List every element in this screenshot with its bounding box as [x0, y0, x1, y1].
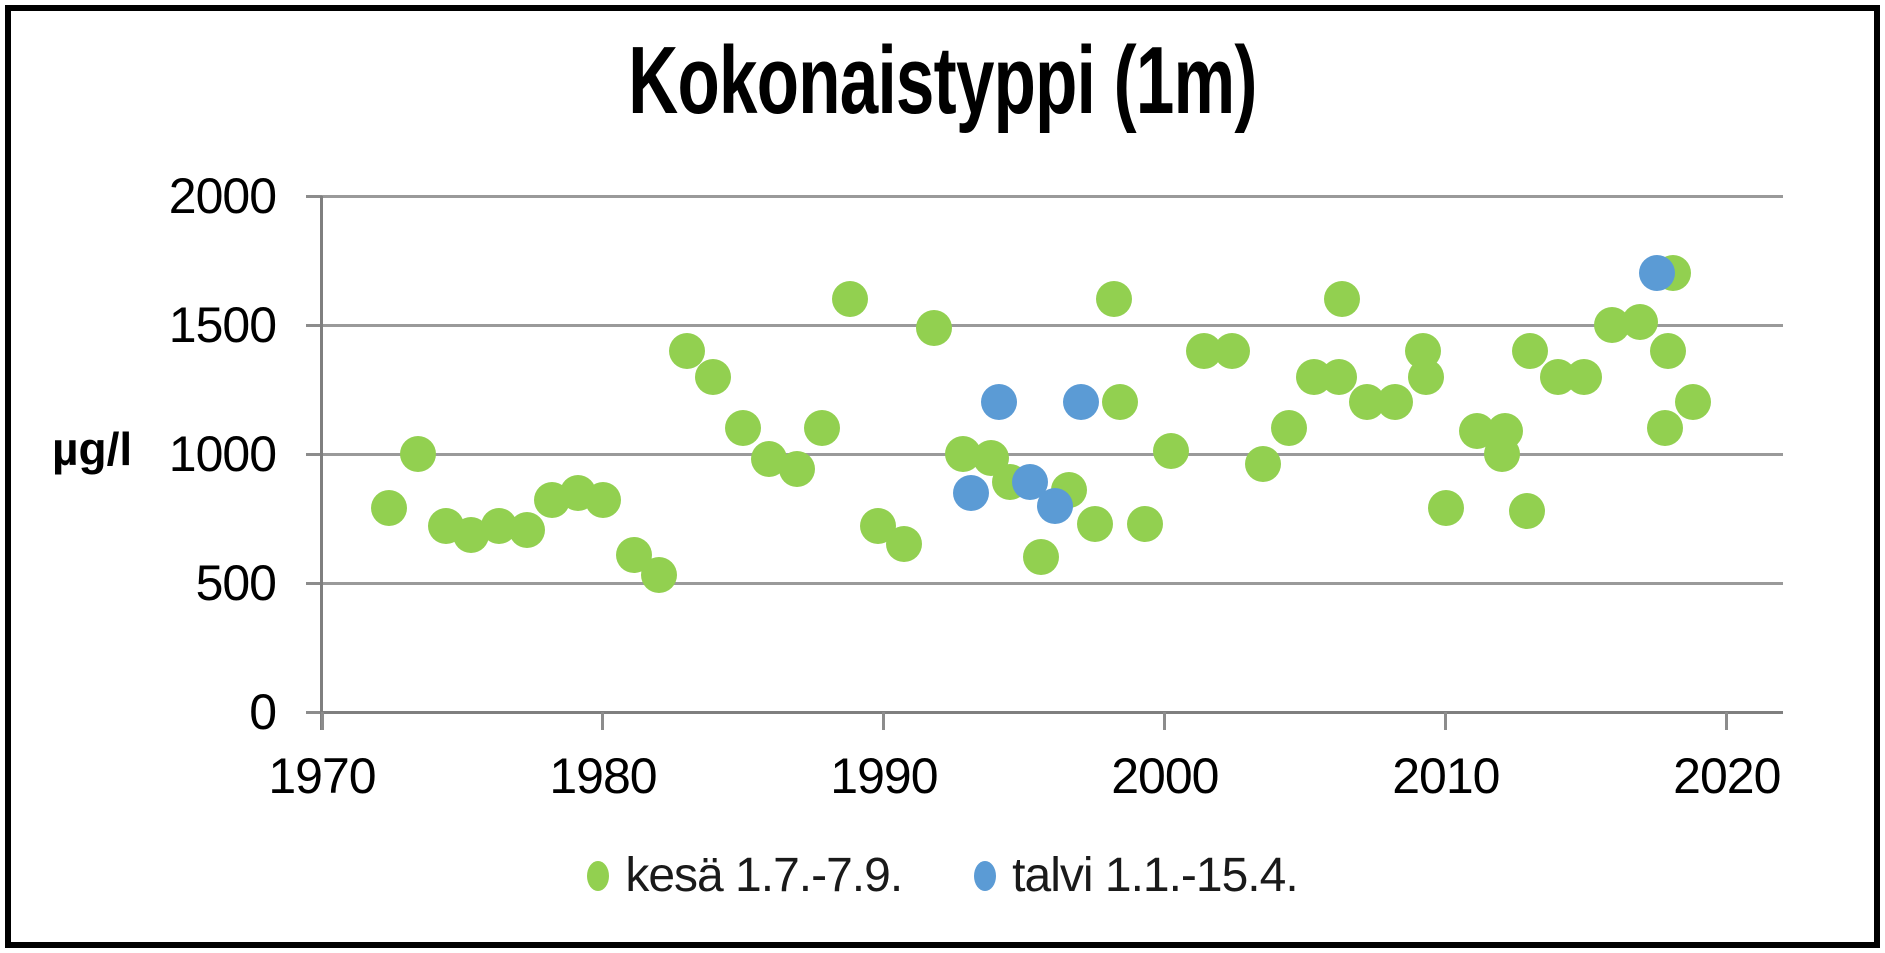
y-tick-mark	[306, 452, 322, 456]
x-tick-label: 1970	[268, 748, 376, 804]
data-point-kesa[interactable]	[1321, 358, 1358, 395]
legend: kesä 1.7.-7.9. talvi 1.1.-15.4.	[0, 848, 1885, 903]
data-point-kesa[interactable]	[1214, 332, 1251, 369]
gridline-0	[322, 710, 1783, 714]
legend-item-talvi[interactable]: talvi 1.1.-15.4.	[974, 848, 1299, 903]
y-tick-label: 1500	[168, 297, 277, 353]
x-tick-mark	[1163, 712, 1167, 730]
data-point-kesa[interactable]	[1675, 384, 1712, 421]
image-border	[5, 5, 1880, 948]
x-tick-mark	[320, 712, 324, 730]
data-point-kesa[interactable]	[1646, 410, 1683, 447]
data-point-kesa[interactable]	[1408, 358, 1445, 395]
data-point-kesa[interactable]	[1484, 436, 1521, 472]
x-tick-mark	[1725, 712, 1729, 730]
data-point-kesa[interactable]	[1565, 358, 1602, 395]
gridline-1000	[322, 452, 1783, 456]
x-tick-label: 1990	[830, 748, 938, 804]
data-point-kesa[interactable]	[1101, 384, 1138, 421]
y-tick-mark	[306, 710, 322, 714]
data-point-kesa[interactable]	[399, 436, 436, 472]
gridline-500	[322, 581, 1783, 585]
data-point-talvi[interactable]	[1037, 487, 1074, 524]
x-tick-mark	[1444, 712, 1448, 730]
data-point-kesa[interactable]	[1270, 410, 1307, 447]
y-tick-mark	[306, 194, 322, 198]
y-tick-mark	[306, 581, 322, 585]
data-point-kesa[interactable]	[725, 410, 762, 447]
data-point-kesa[interactable]	[804, 410, 841, 447]
data-point-kesa[interactable]	[1512, 332, 1549, 369]
chart-title: Kokonaistyppi (1m)	[628, 27, 1257, 134]
data-point-kesa[interactable]	[1023, 539, 1060, 576]
data-point-kesa[interactable]	[1649, 332, 1686, 369]
data-point-kesa[interactable]	[1152, 433, 1189, 470]
data-point-kesa[interactable]	[1377, 384, 1414, 421]
y-tick-label: 500	[195, 555, 277, 611]
x-tick-label: 2000	[1111, 748, 1219, 804]
x-tick-mark	[882, 712, 886, 730]
data-point-kesa[interactable]	[778, 451, 815, 488]
talvi-legend-label: talvi 1.1.-15.4.	[1012, 849, 1298, 902]
y-tick-label: 2000	[168, 168, 277, 224]
data-point-talvi[interactable]	[981, 384, 1018, 421]
data-point-kesa[interactable]	[1245, 446, 1282, 483]
y-axis-line	[320, 196, 323, 730]
kesa-legend-label: kesä 1.7.-7.9.	[625, 849, 903, 902]
data-point-kesa[interactable]	[584, 482, 621, 519]
x-tick-label: 2010	[1392, 748, 1500, 804]
data-point-kesa[interactable]	[371, 490, 408, 527]
y-tick-label: 0	[249, 684, 277, 740]
data-point-kesa[interactable]	[694, 358, 731, 395]
data-point-kesa[interactable]	[1621, 304, 1658, 341]
data-point-kesa[interactable]	[1096, 281, 1133, 318]
y-tick-mark	[306, 323, 322, 327]
data-point-kesa[interactable]	[885, 526, 922, 563]
gridline-2000	[322, 194, 1783, 198]
y-axis-title: µg/l	[52, 423, 133, 475]
data-point-kesa[interactable]	[1127, 505, 1164, 542]
data-point-kesa[interactable]	[641, 557, 678, 594]
data-point-kesa[interactable]	[669, 332, 706, 369]
kesa-legend-marker-icon	[587, 860, 610, 891]
data-point-kesa[interactable]	[1427, 490, 1464, 527]
data-point-kesa[interactable]	[509, 512, 546, 549]
data-point-kesa[interactable]	[1509, 492, 1546, 529]
data-point-kesa[interactable]	[832, 281, 869, 318]
data-point-talvi[interactable]	[953, 474, 990, 511]
data-point-talvi[interactable]	[1062, 384, 1099, 421]
x-tick-label: 2020	[1673, 748, 1781, 804]
data-point-kesa[interactable]	[1323, 281, 1360, 318]
x-tick-mark	[601, 712, 605, 730]
data-point-kesa[interactable]	[1076, 505, 1113, 542]
legend-item-kesa[interactable]: kesä 1.7.-7.9.	[587, 848, 903, 903]
data-point-talvi[interactable]	[1638, 255, 1675, 292]
gridline-1500	[322, 323, 1783, 327]
y-tick-label: 1000	[168, 426, 277, 482]
talvi-legend-marker-icon	[974, 860, 997, 891]
data-point-kesa[interactable]	[916, 309, 953, 346]
x-tick-label: 1980	[549, 748, 657, 804]
